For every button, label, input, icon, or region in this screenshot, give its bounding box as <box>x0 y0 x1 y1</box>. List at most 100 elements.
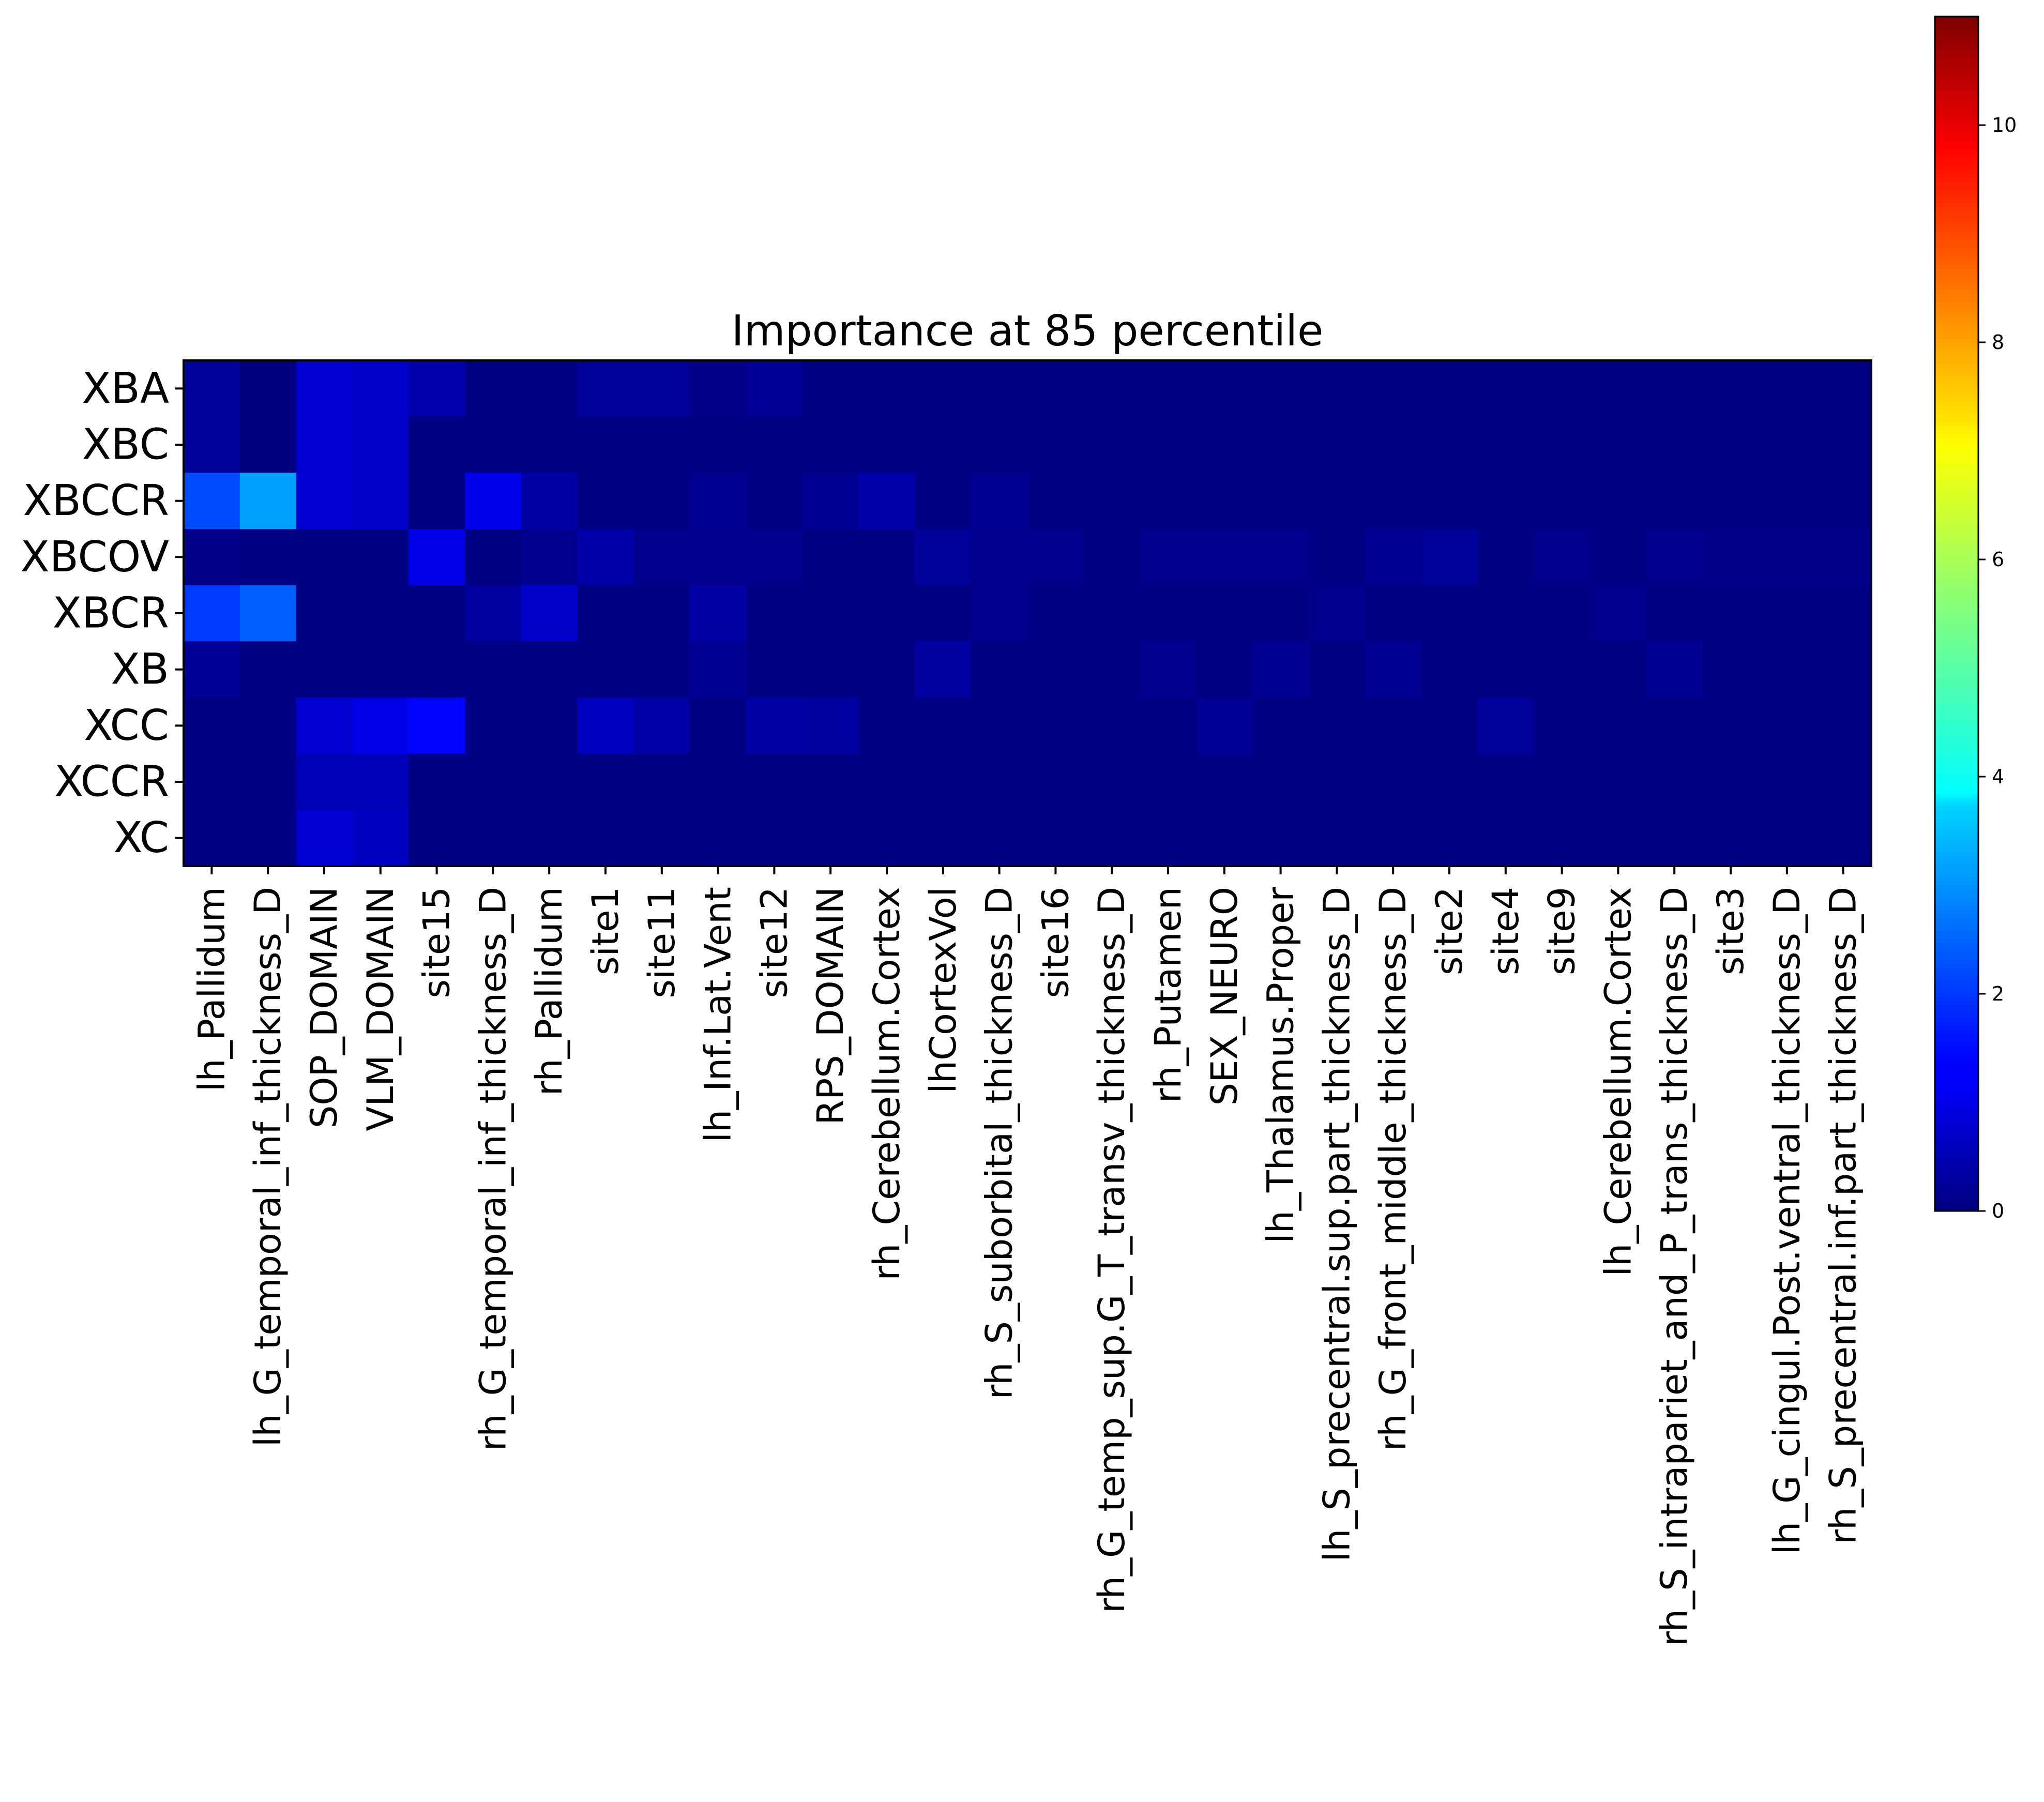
heatmap-cell <box>352 416 409 473</box>
heatmap-cell <box>296 698 353 754</box>
heatmap-cell <box>296 416 353 473</box>
heatmap-cell <box>577 641 634 698</box>
heatmap-cell <box>1365 529 1422 586</box>
heatmap-cell <box>1252 810 1309 867</box>
y-tick-label: XBC <box>82 420 169 470</box>
heatmap-cell <box>1477 753 1534 810</box>
heatmap-cell <box>1196 585 1253 642</box>
heatmap-cell <box>184 810 240 867</box>
heatmap-cell <box>465 416 522 473</box>
heatmap-cell <box>1083 360 1141 417</box>
colorbar-tick-label: 0 <box>1992 1200 2004 1222</box>
heatmap-cell <box>1196 698 1253 754</box>
heatmap-cell <box>915 641 972 698</box>
heatmap-cell <box>352 641 409 698</box>
heatmap-cell <box>465 698 522 754</box>
heatmap-cell <box>296 810 353 867</box>
heatmap-cell <box>1702 810 1759 867</box>
x-tick-label: site3 <box>1709 887 1752 975</box>
x-tick-label: SEX_NEURO <box>1203 887 1246 1106</box>
x-tick-label: lh_Inf.Lat.Vent <box>697 887 739 1143</box>
heatmap-cell <box>802 529 859 586</box>
heatmap-cell <box>1365 810 1422 867</box>
heatmap-cell <box>971 360 1028 417</box>
heatmap-cell <box>1477 416 1534 473</box>
heatmap-cell <box>858 585 915 642</box>
row-labels: XBA XBC XBCCR XBCOV XBCR XB XCC XCCR XC <box>21 364 184 862</box>
heatmap-cell <box>971 698 1028 754</box>
heatmap-cell <box>1421 360 1478 417</box>
heatmap-cell <box>1702 416 1759 473</box>
heatmap-cell <box>1477 473 1534 529</box>
heatmap-cell <box>1027 360 1084 417</box>
heatmap-cell <box>802 810 859 867</box>
heatmap-cell <box>802 641 859 698</box>
heatmap-cell <box>296 753 353 810</box>
heatmap-cell <box>408 360 465 417</box>
heatmap-cell <box>1759 641 1815 698</box>
x-tick-label: RPS_DOMAIN <box>809 887 852 1125</box>
heatmap-cell <box>633 473 690 529</box>
heatmap-cell <box>971 641 1028 698</box>
heatmap-cell <box>1815 641 1872 698</box>
heatmap-cell <box>690 585 747 642</box>
heatmap-cell <box>802 753 859 810</box>
heatmap-cell <box>465 360 522 417</box>
x-tick-label: site16 <box>1034 887 1077 998</box>
heatmap-cell <box>1421 585 1478 642</box>
heatmap-cell <box>1421 810 1478 867</box>
heatmap-cell <box>521 360 578 417</box>
x-tick-label: site2 <box>1428 887 1471 975</box>
heatmap-cell <box>1702 585 1759 642</box>
heatmap-cell <box>465 473 522 529</box>
heatmap-cell <box>1590 641 1647 698</box>
heatmap-cell <box>1646 810 1703 867</box>
heatmap-cell <box>465 753 522 810</box>
heatmap-cell <box>1759 473 1815 529</box>
heatmap-cell <box>1083 585 1141 642</box>
heatmap-cell <box>1646 360 1703 417</box>
heatmap-cell <box>408 529 465 586</box>
heatmap-cell <box>1702 641 1759 698</box>
y-tick-label: XCC <box>84 701 169 750</box>
heatmap-cell <box>1309 416 1366 473</box>
heatmap-cell <box>296 641 353 698</box>
heatmap-cell <box>746 360 803 417</box>
x-tick-label: rh_S_suborbital_thickness_D <box>978 887 1021 1399</box>
x-tick-label: rh_S_intrapariet_and_P_trans_thickness_D <box>1653 887 1695 1646</box>
heatmap-cell <box>633 585 690 642</box>
heatmap-cell <box>1252 529 1309 586</box>
heatmap-cell <box>1309 641 1366 698</box>
heatmap-cell <box>1702 529 1759 586</box>
y-tick-label: XC <box>114 813 169 862</box>
heatmap-cell <box>1252 698 1309 754</box>
heatmap-cell <box>577 416 634 473</box>
heatmap-cell <box>1140 529 1197 586</box>
heatmap-cell <box>184 753 240 810</box>
heatmap-cell <box>690 416 747 473</box>
heatmap-cell <box>1590 473 1647 529</box>
heatmap-cell <box>1027 810 1084 867</box>
heatmap-cell <box>1815 585 1872 642</box>
x-tick-label: lh_Thalamus.Proper <box>1260 887 1302 1244</box>
heatmap-cell <box>1027 585 1084 642</box>
x-tick-label: lh_Pallidum <box>190 887 233 1092</box>
x-tick-label: rh_Putamen <box>1147 887 1189 1103</box>
heatmap-cell <box>915 698 972 754</box>
heatmap-cell <box>1646 641 1703 698</box>
heatmap-cell <box>858 753 915 810</box>
heatmap-cell <box>239 810 297 867</box>
heatmap-cell <box>1365 641 1422 698</box>
heatmap-cell <box>858 360 915 417</box>
heatmap-cell <box>858 416 915 473</box>
heatmap-cell <box>858 529 915 586</box>
heatmap-cell <box>1252 416 1309 473</box>
heatmap-cell <box>1083 529 1141 586</box>
heatmap-cell <box>746 529 803 586</box>
chart-title: Importance at 85 percentile <box>732 307 1324 356</box>
x-tick-label: rh_Cerebellum.Cortex <box>866 887 908 1281</box>
heatmap-cell <box>746 810 803 867</box>
heatmap-cell <box>1534 529 1591 586</box>
colorbar-gradient <box>1934 16 1979 1212</box>
